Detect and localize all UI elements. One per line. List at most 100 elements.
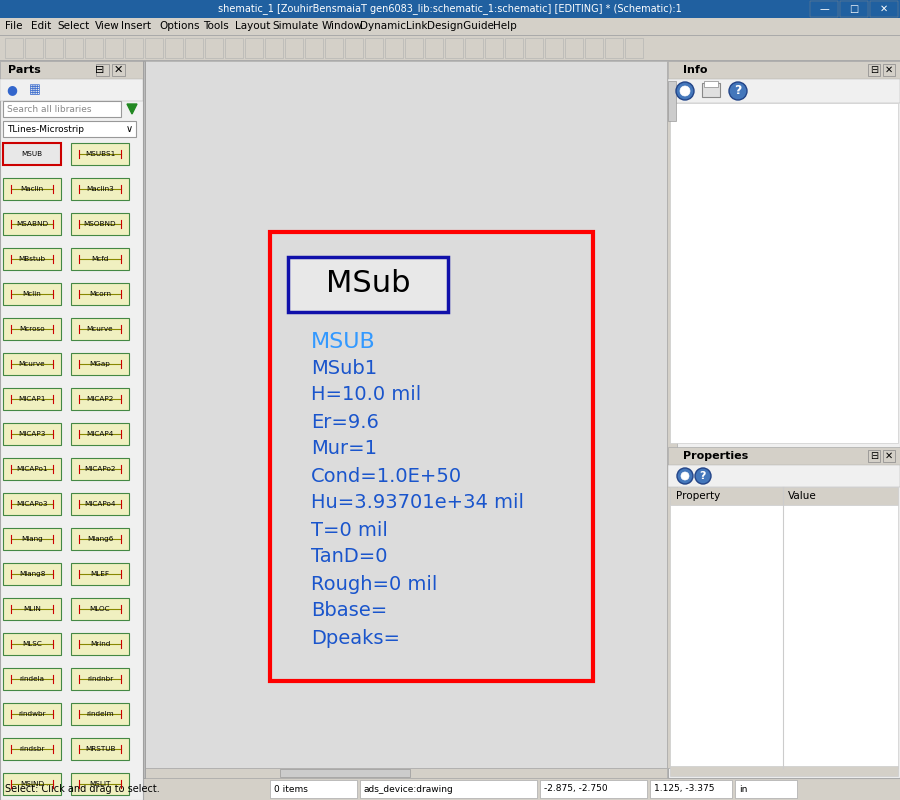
Text: Mlang: Mlang <box>21 536 43 542</box>
Bar <box>265 38 283 58</box>
Text: Maclin: Maclin <box>21 186 43 192</box>
Bar <box>540 780 647 798</box>
Text: □: □ <box>850 4 859 14</box>
Text: ⊟: ⊟ <box>870 451 878 461</box>
Text: MICAP3: MICAP3 <box>18 431 46 437</box>
Bar <box>3 121 136 137</box>
Bar <box>605 38 623 58</box>
Text: Er=9.6: Er=9.6 <box>311 413 379 431</box>
Bar <box>71 633 129 655</box>
Text: —: — <box>819 4 829 14</box>
Text: -2.875, -2.750: -2.875, -2.750 <box>544 785 608 794</box>
Bar <box>3 213 61 235</box>
Bar <box>0 61 143 800</box>
Circle shape <box>680 86 690 96</box>
Text: MLIN: MLIN <box>23 606 40 612</box>
Bar <box>667 61 677 768</box>
Text: in: in <box>739 785 747 794</box>
Text: MLSC: MLSC <box>22 641 42 647</box>
Bar <box>71 318 129 340</box>
Text: Mclin: Mclin <box>22 291 41 297</box>
Text: MICAP2: MICAP2 <box>86 396 113 402</box>
Text: View: View <box>95 21 120 31</box>
Text: Value: Value <box>788 491 817 501</box>
Text: H=10.0 mil: H=10.0 mil <box>311 386 421 405</box>
Bar <box>3 178 61 200</box>
Bar <box>325 38 343 58</box>
Bar <box>465 38 483 58</box>
Text: Search all libraries: Search all libraries <box>7 105 92 114</box>
Text: Mcfd: Mcfd <box>91 256 109 262</box>
Bar <box>670 103 898 443</box>
Bar <box>668 61 900 778</box>
Text: Dpeaks=: Dpeaks= <box>311 629 400 647</box>
Text: rindwbr: rindwbr <box>18 711 46 717</box>
Bar <box>25 38 43 58</box>
Bar <box>65 38 83 58</box>
Bar <box>883 450 895 462</box>
Text: MICAPo1: MICAPo1 <box>16 466 48 472</box>
Bar <box>3 633 61 655</box>
Text: Simulate: Simulate <box>273 21 319 31</box>
Text: Parts: Parts <box>8 65 40 75</box>
Text: 1.125, -3.375: 1.125, -3.375 <box>654 785 715 794</box>
Circle shape <box>695 468 711 484</box>
Text: Mlang8: Mlang8 <box>19 571 45 577</box>
Text: Insert: Insert <box>122 21 151 31</box>
Text: Cond=1.0E+50: Cond=1.0E+50 <box>311 466 462 486</box>
Bar <box>145 61 667 768</box>
Bar <box>85 38 103 58</box>
Bar <box>0 778 900 800</box>
Bar <box>71 493 129 515</box>
Bar <box>525 38 543 58</box>
Bar <box>3 493 61 515</box>
Bar <box>668 81 676 121</box>
Text: Mcroso: Mcroso <box>19 326 45 332</box>
Bar <box>0 0 900 18</box>
Text: Info: Info <box>683 65 707 75</box>
Bar <box>3 388 61 410</box>
Bar <box>145 768 667 778</box>
Bar <box>96 64 109 76</box>
Bar <box>71 353 129 375</box>
Bar <box>625 38 643 58</box>
Text: ✕: ✕ <box>113 65 122 75</box>
Bar <box>285 38 303 58</box>
Text: MSUB: MSUB <box>22 151 42 157</box>
Text: MICAPo3: MICAPo3 <box>16 501 48 507</box>
Bar <box>71 668 129 690</box>
Text: Window: Window <box>322 21 363 31</box>
Text: Options: Options <box>159 21 200 31</box>
Bar <box>0 61 143 79</box>
Bar <box>385 38 403 58</box>
Text: MICAP4: MICAP4 <box>86 431 113 437</box>
Circle shape <box>681 472 689 480</box>
Bar <box>485 38 503 58</box>
Bar <box>71 458 129 480</box>
Text: ?: ? <box>734 85 742 98</box>
Text: Mcurve: Mcurve <box>19 361 45 367</box>
Bar <box>0 60 900 61</box>
Bar <box>3 143 61 165</box>
Bar <box>225 38 243 58</box>
Circle shape <box>729 82 747 100</box>
Text: File: File <box>5 21 22 31</box>
Text: Help: Help <box>493 21 518 31</box>
Text: MBstub: MBstub <box>18 256 46 262</box>
Bar <box>71 738 129 760</box>
Bar <box>505 38 523 58</box>
Text: MSOBND: MSOBND <box>84 221 116 227</box>
Bar <box>71 178 129 200</box>
Text: DynamicLink: DynamicLink <box>360 21 427 31</box>
Text: rindela: rindela <box>20 676 44 682</box>
Bar <box>0 35 900 61</box>
Bar <box>345 38 363 58</box>
Text: ads_device:drawing: ads_device:drawing <box>364 785 454 794</box>
Text: TLines-Microstrip: TLines-Microstrip <box>7 125 84 134</box>
Text: MLOC: MLOC <box>90 606 111 612</box>
Bar <box>71 598 129 620</box>
Text: Properties: Properties <box>683 451 748 461</box>
Text: ✕: ✕ <box>880 4 888 14</box>
Bar <box>3 528 61 550</box>
Bar <box>71 703 129 725</box>
